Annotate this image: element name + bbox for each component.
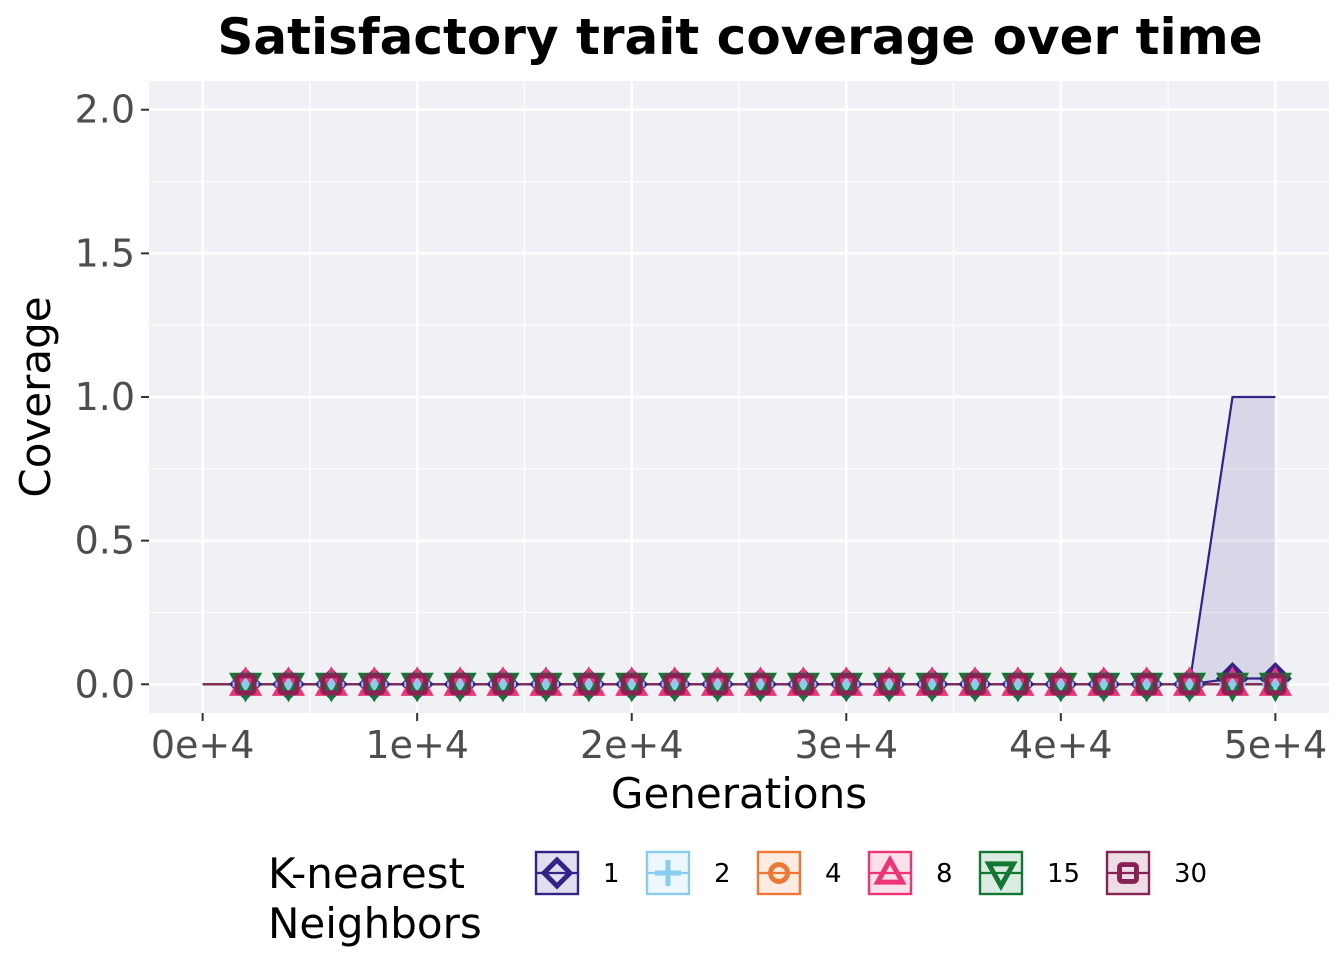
legend-marker-15 — [984, 861, 1018, 892]
legend-item-15: 15 — [978, 850, 1080, 896]
x-tick-label: 2e+4 — [580, 723, 684, 767]
y-tick-label: 0.5 — [75, 519, 135, 563]
legend-label-8: 8 — [936, 859, 953, 889]
legend-label-15: 15 — [1047, 859, 1080, 889]
legend-item-4: 4 — [756, 850, 842, 896]
legend-label-2: 2 — [714, 859, 731, 889]
legend-marker-4 — [768, 862, 790, 884]
data-point-30 — [449, 673, 472, 696]
series-points — [228, 662, 1292, 703]
chart-title: Satisfactory trait coverage over time — [217, 8, 1262, 66]
y-axis-title: Coverage — [11, 296, 60, 497]
data-point-30 — [749, 673, 772, 696]
legend-item-1: 1 — [534, 850, 620, 896]
y-tick-label: 2.0 — [75, 88, 135, 132]
data-point-30 — [534, 673, 557, 696]
legend-label-1: 1 — [603, 859, 620, 889]
axes: 0e+4 1e+4 2e+4 3e+4 4e+4 5e+4 0.0 0.5 1.0 1.5 2.0 — [75, 88, 1328, 767]
data-point-30 — [878, 673, 901, 696]
legend-item-2: 2 — [645, 850, 731, 896]
x-tick-label: 0e+4 — [151, 723, 255, 767]
legend-marker-2 — [655, 860, 681, 886]
data-point-30 — [492, 673, 514, 696]
data-point-30 — [577, 673, 600, 696]
legend: K-nearest Neighbors 1 2 4 8 15 30 — [268, 849, 1207, 948]
legend-label-30: 30 — [1174, 859, 1207, 889]
data-point-30 — [663, 673, 686, 696]
y-tick-label: 0.0 — [75, 662, 135, 706]
legend-item-8: 8 — [867, 850, 953, 896]
legend-label-4: 4 — [825, 859, 842, 889]
data-point-30 — [792, 673, 815, 696]
data-point-30 — [1049, 673, 1072, 696]
x-axis-title: Generations — [611, 769, 867, 818]
data-point-30 — [320, 673, 343, 696]
x-tick-label: 1e+4 — [365, 723, 469, 767]
data-point-30 — [1006, 673, 1029, 696]
y-tick-label: 1.5 — [75, 231, 135, 275]
data-point-30 — [964, 673, 986, 696]
legend-item-30: 30 — [1105, 850, 1207, 896]
data-point-30 — [406, 673, 429, 696]
y-tick-label: 1.0 — [75, 375, 135, 419]
x-tick-label: 3e+4 — [794, 723, 898, 767]
legend-marker-30 — [1117, 862, 1139, 884]
data-point-30 — [1264, 673, 1287, 696]
data-point-30 — [1135, 673, 1158, 696]
legend-marker-1 — [540, 856, 574, 890]
legend-title: K-nearest Neighbors — [268, 849, 482, 948]
data-point-30 — [1178, 673, 1201, 696]
data-point-30 — [1092, 673, 1115, 696]
data-point-30 — [620, 673, 643, 696]
data-point-30 — [921, 673, 944, 696]
data-point-30 — [234, 673, 257, 696]
data-point-30 — [277, 673, 300, 696]
data-point-30 — [363, 673, 386, 696]
x-tick-label: 5e+4 — [1224, 723, 1328, 767]
x-tick-label: 4e+4 — [1009, 723, 1113, 767]
data-point-30 — [706, 673, 729, 696]
data-point-30 — [1221, 673, 1244, 696]
data-point-30 — [835, 673, 858, 696]
legend-marker-8 — [873, 854, 907, 885]
